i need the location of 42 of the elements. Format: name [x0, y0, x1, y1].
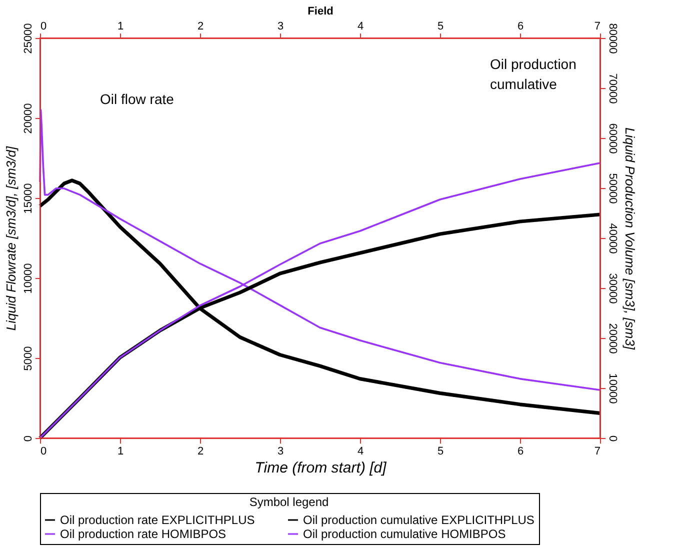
x2-tick-label: 0	[40, 446, 47, 458]
x2-tick-label: 7	[594, 446, 600, 458]
x-tick-label: 6	[517, 20, 524, 32]
x-tick-label: 4	[357, 20, 364, 32]
y2-tick-label: 50000	[606, 173, 618, 204]
y2-tick-label: 80000	[606, 23, 618, 54]
x2-tick-label: 1	[117, 446, 124, 458]
x2-tick-label: 6	[517, 446, 524, 458]
annotation: Oil production cumulative	[490, 56, 576, 92]
x2-tick-label: 5	[437, 446, 444, 458]
y2-tick-label: 10000	[606, 373, 618, 404]
x-tick-label: 1	[117, 20, 124, 32]
y-tick-label: 5000	[22, 346, 34, 371]
y2-tick-label: 70000	[606, 73, 618, 104]
x-axis-title: Time (from start) [d]	[254, 460, 388, 476]
x-tick-label: 7	[594, 20, 600, 32]
y2-tick-label: 0	[606, 435, 618, 442]
y-tick-label: 20000	[22, 103, 34, 134]
x-tick-label: 2	[197, 20, 204, 32]
y-tick-label: 0	[22, 435, 34, 442]
x-tick-label: 5	[437, 20, 444, 32]
x2-tick-label: 3	[277, 446, 284, 458]
x2-axis-title: Field	[308, 6, 334, 18]
y-axis-title: Liquid Flowrate [sm3/d], [sm3/d]	[4, 146, 18, 331]
annotation: Oil flow rate	[100, 91, 174, 107]
legend-label: Oil production rate HOMIBPOS	[60, 527, 226, 541]
y2-tick-label: 60000	[606, 123, 618, 154]
x-tick-label: 0	[40, 20, 47, 32]
y2-tick-label: 30000	[606, 273, 618, 304]
x2-tick-label: 4	[357, 446, 364, 458]
legend-title: Symbol legend	[249, 495, 329, 509]
y-tick-label: 15000	[22, 183, 34, 214]
x2-tick-label: 2	[197, 446, 204, 458]
y-tick-label: 10000	[22, 263, 34, 294]
legend-label: Oil production cumulative HOMIBPOS	[303, 527, 506, 541]
legend-label: Oil production cumulative EXPLICITHPLUS	[303, 513, 534, 527]
legend-label: Oil production rate EXPLICITHPLUS	[60, 513, 255, 527]
y2-axis-title: Liquid Production Volume [sm3], [sm3]	[622, 127, 638, 350]
y-tick-label: 25000	[22, 23, 34, 54]
y2-tick-label: 20000	[606, 323, 618, 354]
x-tick-label: 3	[277, 20, 284, 32]
y2-tick-label: 40000	[606, 223, 618, 254]
